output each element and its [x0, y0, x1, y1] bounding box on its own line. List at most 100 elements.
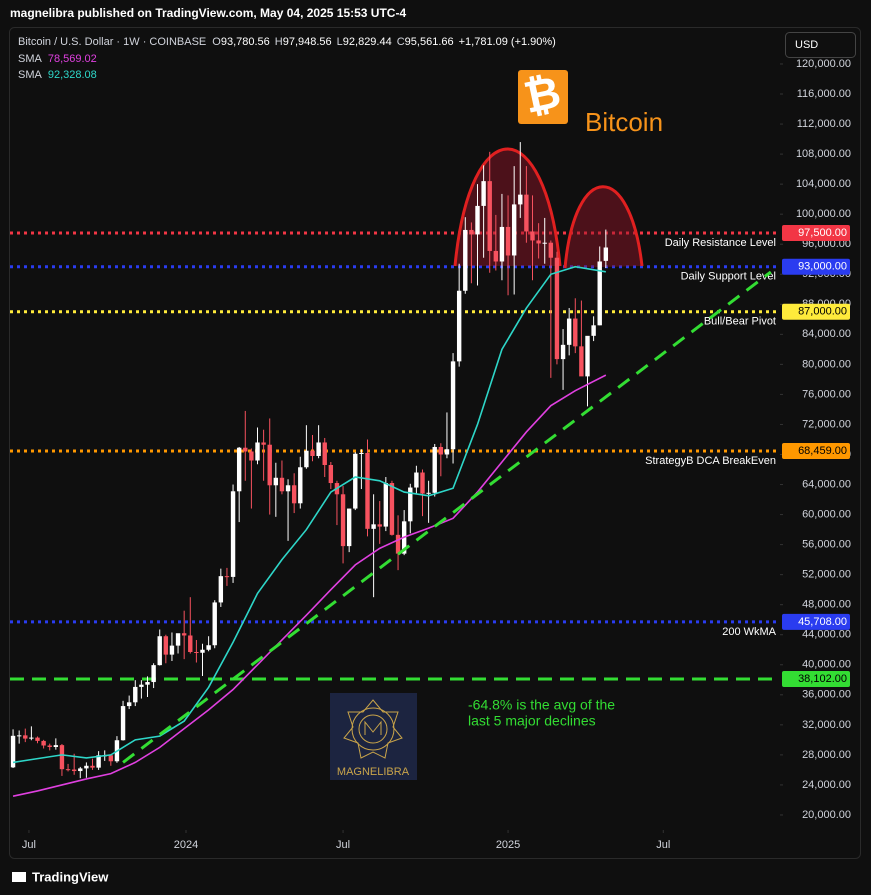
candle-body — [291, 485, 297, 504]
x-tick-label: Jul — [656, 839, 670, 851]
candle-body — [212, 602, 217, 646]
sma-value: 92,328.08 — [48, 69, 97, 81]
candle-body — [554, 257, 560, 360]
candle-body — [126, 702, 132, 707]
price-tag — [782, 258, 850, 275]
candle-body — [481, 181, 486, 206]
y-tick-label: 84,000.00 — [802, 328, 851, 340]
currency-button[interactable] — [785, 32, 856, 58]
candle-body — [139, 684, 144, 687]
price-tag-label: 38,102.00 — [798, 673, 847, 685]
x-tick-label: 2024 — [174, 839, 198, 851]
price-tag — [782, 613, 850, 630]
y-tick-label: 108,000.00 — [796, 148, 851, 160]
watermark-emblem — [343, 699, 403, 759]
candle-body — [322, 442, 327, 466]
candle-body — [261, 442, 266, 445]
annotation: -64.8% is the avg of the — [468, 697, 615, 713]
x-tick-label: Jul — [336, 839, 350, 851]
ohlc-value: 92,829.44 — [343, 36, 392, 48]
candle-body — [285, 485, 291, 492]
sma-name: SMA — [18, 69, 43, 81]
candle-body — [365, 452, 370, 529]
candle-body — [432, 446, 437, 493]
candle-body — [383, 483, 389, 527]
candle-body — [505, 226, 511, 256]
candle-body — [236, 447, 242, 492]
candle-body — [224, 576, 230, 578]
level-label: Bull/Bear Pivot — [704, 316, 776, 328]
candle-body — [377, 524, 382, 527]
trend-line — [122, 270, 772, 764]
candle-body — [120, 706, 126, 741]
ohlc-value: 97,948.56 — [283, 36, 332, 48]
candle-body — [169, 645, 175, 655]
ohlc-key: H — [275, 36, 283, 48]
candle-body — [426, 492, 431, 494]
candle-body — [591, 325, 596, 336]
y-tick-label: 52,000.00 — [802, 569, 851, 581]
candle-body — [524, 194, 529, 232]
candle-body — [530, 231, 535, 241]
annotation: last 5 major declines — [468, 713, 596, 729]
candle-body — [206, 645, 211, 650]
candle-body — [548, 242, 554, 258]
footer-logo — [12, 872, 26, 882]
ohlc-key: O — [212, 36, 221, 48]
candle-body — [395, 534, 401, 554]
candle-body — [518, 194, 523, 205]
candle-body — [200, 649, 205, 653]
candle-body — [359, 452, 364, 454]
price-tag — [782, 303, 850, 320]
price-tag-label: 93,000.00 — [798, 261, 847, 273]
candle-body — [35, 737, 40, 741]
ohlc-value: 93,780.56 — [221, 36, 270, 48]
candle-body — [71, 769, 77, 772]
x-tick-label: Jul — [22, 839, 36, 851]
chart-pane — [9, 27, 861, 859]
y-tick-label: 48,000.00 — [802, 599, 851, 611]
level-label: Daily Support Level — [681, 271, 776, 283]
candle-body — [108, 755, 114, 762]
candle-body — [597, 261, 602, 326]
candle-body — [267, 444, 272, 486]
candle-body — [340, 494, 346, 547]
candle-body — [566, 318, 572, 345]
y-tick-label: 64,000.00 — [802, 478, 851, 490]
candle-body — [389, 483, 395, 535]
y-tick-label: 24,000.00 — [802, 779, 851, 791]
watermark-text: MAGNELIBRA — [337, 766, 410, 778]
candle-body — [579, 346, 584, 377]
candle-body — [493, 250, 499, 262]
candle-body — [542, 242, 547, 244]
candle-body — [346, 508, 352, 547]
y-tick-label: 20,000.00 — [802, 809, 851, 821]
sma-name: SMA — [18, 53, 43, 65]
price-tag-label: 87,000.00 — [798, 306, 847, 318]
currency[interactable]: USD — [795, 39, 818, 51]
candle-body — [450, 361, 456, 450]
candle-body — [23, 735, 28, 739]
legend-sma: SMA 78,569.02 — [18, 53, 97, 65]
y-tick-label: 104,000.00 — [796, 178, 851, 190]
candle-body — [536, 240, 541, 244]
bitcoin-logo — [518, 70, 568, 124]
legend-change: +1,781.09 (+1.90%) — [459, 36, 556, 48]
y-tick-label: 72,000.00 — [802, 418, 851, 430]
watermark-box — [330, 693, 417, 780]
y-tick-label: 120,000.00 — [796, 58, 851, 70]
candle-body — [310, 450, 315, 456]
candle-body — [249, 451, 254, 461]
price-tag-label: 45,708.00 — [798, 616, 847, 628]
candle-body — [218, 576, 224, 603]
candle-body — [304, 450, 309, 468]
y-tick-label: 80,000.00 — [802, 358, 851, 370]
y-tick-label: 100,000.00 — [796, 208, 851, 220]
x-tick-label: 2025 — [496, 839, 520, 851]
candle-body — [65, 769, 71, 771]
candle-body — [53, 745, 59, 748]
asset-title: Bitcoin — [585, 107, 663, 137]
sma-value: 78,569.02 — [48, 53, 97, 65]
